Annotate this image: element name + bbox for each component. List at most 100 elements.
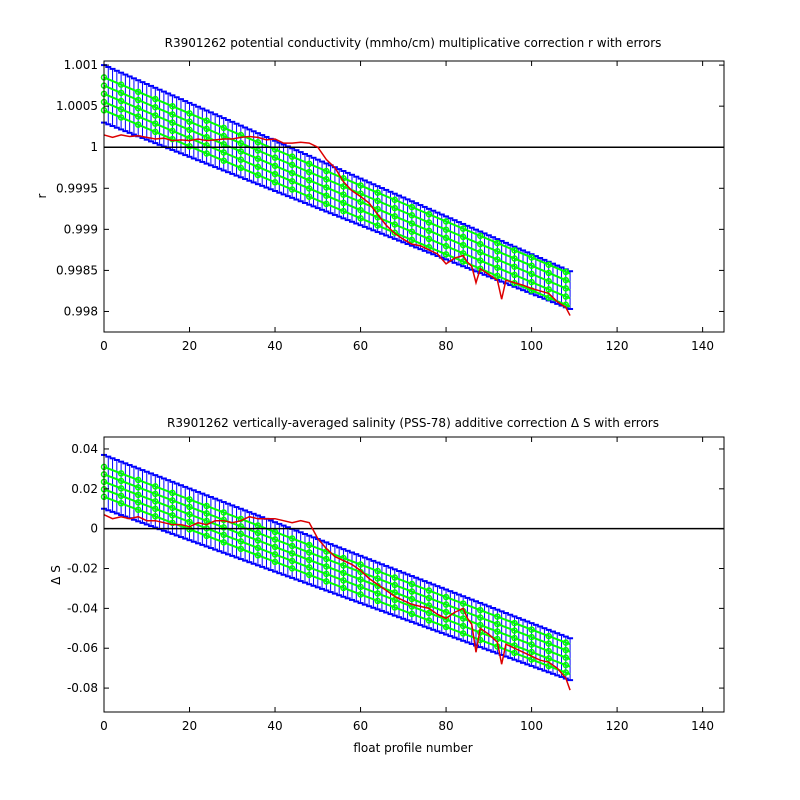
fit-marker <box>117 477 125 485</box>
fit-marker <box>425 617 433 624</box>
fit-marker <box>152 120 159 127</box>
fit-marker <box>340 183 347 190</box>
bottom-chart-title: R3901262 vertically-averaged salinity (P… <box>167 416 659 430</box>
fit-marker <box>169 489 176 497</box>
fit-marker <box>323 200 330 208</box>
fit-marker <box>305 541 313 549</box>
fit-marker <box>323 192 330 199</box>
fit-marker <box>408 595 416 603</box>
fit-line <box>103 109 571 308</box>
fit-marker <box>220 516 227 524</box>
fit-marker <box>254 529 262 537</box>
fit-marker <box>391 596 399 604</box>
fit-marker <box>152 505 159 513</box>
x-tick-label: 60 <box>353 719 368 733</box>
fit-marker <box>271 536 279 543</box>
fit-marker <box>203 510 210 517</box>
fit-marker <box>203 517 210 525</box>
fit-marker <box>323 184 330 191</box>
fit-marker <box>494 256 501 263</box>
fit-marker <box>117 492 125 500</box>
x-tick-label: 0 <box>100 719 108 733</box>
fit-marker <box>169 135 176 143</box>
fit-marker <box>357 591 364 598</box>
fit-marker <box>254 138 262 146</box>
fit-marker <box>408 580 416 588</box>
top-axes-frame <box>103 60 725 333</box>
fit-marker <box>323 563 330 570</box>
fit-marker <box>425 211 433 218</box>
fit-marker <box>288 565 296 572</box>
fit-marker <box>562 654 570 661</box>
fit-marker <box>237 530 245 538</box>
fit-marker <box>562 639 570 646</box>
fit-marker <box>117 81 125 88</box>
fit-marker <box>254 155 262 162</box>
fit-marker <box>117 97 125 105</box>
fit-marker <box>442 616 450 623</box>
fit-marker <box>459 615 467 622</box>
x-tick-label: 140 <box>691 719 714 733</box>
fit-marker <box>408 220 416 227</box>
y-tick-label: 0.998 <box>64 304 98 318</box>
fit-marker <box>459 600 467 607</box>
bottom-panel: R3901262 vertically-averaged salinity (P… <box>49 416 725 755</box>
fit-marker <box>169 119 176 126</box>
fit-marker <box>203 133 210 141</box>
fit-marker <box>288 542 296 550</box>
y-tick-label: 0.9985 <box>56 263 98 277</box>
fit-marker <box>271 558 279 566</box>
fit-marker <box>442 234 450 242</box>
fit-marker <box>562 669 570 676</box>
fit-marker <box>528 254 535 261</box>
y-tick-label: 1.0005 <box>56 99 98 113</box>
fit-marker <box>288 535 296 542</box>
fit-line <box>103 465 571 646</box>
fit-marker <box>391 204 399 212</box>
fit-marker <box>134 499 142 506</box>
fit-marker <box>477 232 484 240</box>
fit-line <box>103 473 571 653</box>
fit-marker <box>186 511 193 518</box>
fit-marker <box>288 557 296 565</box>
fit-marker <box>186 110 193 117</box>
fit-marker <box>408 610 416 618</box>
fit-marker <box>545 294 552 301</box>
top-panel: R3901262 potential conductivity (mmho/cm… <box>35 36 725 353</box>
fit-marker <box>511 649 518 657</box>
fit-marker <box>271 179 279 186</box>
fit-marker <box>323 578 330 585</box>
fit-marker <box>117 106 125 113</box>
fit-marker <box>220 531 227 539</box>
fit-marker <box>186 518 193 526</box>
fit-marker <box>442 226 450 233</box>
fit-marker <box>203 117 210 124</box>
fit-marker <box>562 661 570 669</box>
fit-marker <box>271 528 279 536</box>
fit-marker <box>459 622 467 630</box>
fit-marker <box>425 587 433 594</box>
fit-marker <box>340 191 347 198</box>
fit-marker <box>271 551 279 558</box>
fit-marker <box>391 221 399 228</box>
fit-marker <box>305 185 313 192</box>
x-tick-label: 0 <box>100 339 108 353</box>
top-chart-title: R3901262 potential conductivity (mmho/cm… <box>165 36 662 50</box>
fit-line <box>103 92 571 292</box>
fit-marker <box>477 249 484 256</box>
fit-marker <box>152 103 159 111</box>
fit-marker <box>152 513 159 520</box>
fit-marker <box>562 268 570 276</box>
x-tick-label: 20 <box>182 719 197 733</box>
fit-marker <box>391 604 399 611</box>
fit-marker <box>254 552 262 559</box>
fit-marker <box>391 581 399 589</box>
fit-marker <box>237 538 245 545</box>
fit-marker <box>545 632 552 640</box>
x-tick-label: 40 <box>267 339 282 353</box>
fit-marker <box>357 198 364 206</box>
fit-marker <box>169 504 176 512</box>
fit-line <box>103 495 571 676</box>
bottom-y-axis-label: Δ S <box>49 565 63 585</box>
